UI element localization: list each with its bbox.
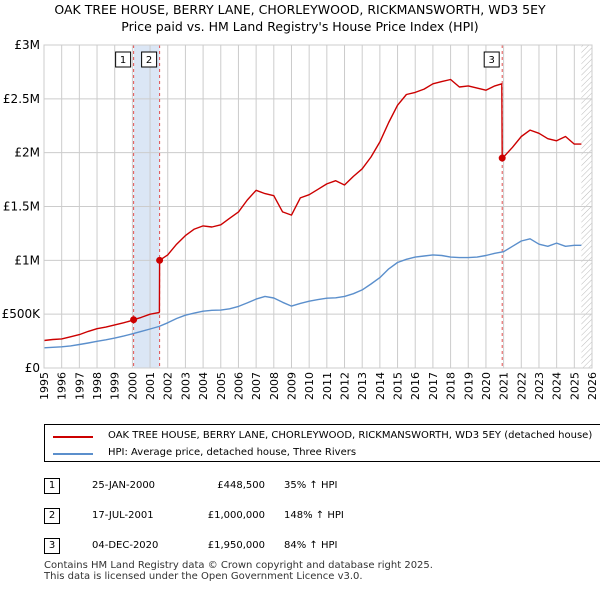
y-tick-label: £2M [14,146,40,160]
x-tick-label: 1995 [38,372,51,400]
x-tick-label: 2013 [356,372,369,400]
transaction-row: 1 25-JAN-2000 £448,500 35% ↑ HPI [0,478,600,498]
transaction-date: 17-JUL-2001 [92,510,154,521]
y-tick-label: £1M [14,253,40,267]
sale-point [130,316,138,324]
price-chart: 1 2 3 £0 £500K £1M £1.5M £2M £2.5M £3M 1995 1996 199… [2,38,599,400]
x-tick-label: 2007 [250,372,263,400]
x-tick-label: 2002 [162,372,175,400]
x-tick-label: 2004 [197,372,210,400]
legend-swatch-property [53,436,93,438]
plot-border [43,44,593,369]
legend-label-hpi: HPI: Average price, detached house, Thre… [108,447,357,458]
sale-label-box [141,51,158,68]
x-tick-label: 2020 [480,372,493,400]
x-tick-label: 2016 [409,372,422,400]
sale-point [498,154,506,162]
x-tick-label: 2010 [303,372,316,400]
y-tick-label: £3M [14,38,40,52]
transaction-hpi: 84% ↑ HPI [284,540,338,551]
x-tick-label: 2015 [392,372,405,400]
transaction-number: 3 [44,538,60,554]
x-tick-label: 2001 [144,372,157,400]
transaction-number: 2 [44,508,60,524]
transaction-date: 25-JAN-2000 [92,480,156,491]
x-tick-label: 2005 [215,372,228,400]
transaction-number: 1 [44,478,60,494]
x-tick-label: 2021 [498,372,511,400]
transaction-price: £448,500 [217,480,265,491]
footer-copyright: Contains HM Land Registry data © Crown c… [44,560,433,571]
transaction-price: £1,000,000 [207,510,265,521]
transaction-hpi: 148% ↑ HPI [284,510,344,521]
transaction-hpi: 35% ↑ HPI [284,480,338,491]
sale-label: 3 [489,55,495,66]
x-tick-label: 2006 [232,372,245,400]
y-tick-label: £2.5M [3,92,40,106]
sale-label: 1 [120,55,126,66]
x-tick-label: 2009 [285,372,298,400]
x-tick-label: 2000 [126,372,139,400]
transaction-row: 3 04-DEC-2020 £1,950,000 84% ↑ HPI [0,538,600,558]
x-tick-label: 2018 [445,372,458,400]
x-tick-label: 2023 [533,372,546,400]
chart-subtitle: Price paid vs. HM Land Registry's House … [121,19,479,34]
sale-label-box [483,51,500,68]
x-tick-label: 2022 [515,372,528,400]
x-tick-label: 1997 [73,372,86,400]
transaction-date: 04-DEC-2020 [92,540,159,551]
footer-licence: This data is licensed under the Open Gov… [44,571,363,582]
sale-label: 2 [146,55,152,66]
x-tick-label: 2014 [374,372,387,400]
legend-label-property: OAK TREE HOUSE, BERRY LANE, CHORLEYWOOD,… [108,430,593,441]
legend-swatch-hpi [53,453,93,455]
chart-title: OAK TREE HOUSE, BERRY LANE, CHORLEYWOOD,… [54,2,546,17]
y-tick-label: £1.5M [3,200,40,214]
x-tick-label: 2008 [268,372,281,400]
hpi-line [43,238,582,349]
x-tick-label: 2025 [568,372,581,400]
x-tick-label: 2011 [321,372,334,400]
x-tick-label: 2017 [427,372,440,400]
legend: OAK TREE HOUSE, BERRY LANE, CHORLEYWOOD,… [44,424,600,462]
sale-label-box [115,51,132,68]
x-tick-label: 1996 [56,372,69,400]
y-tick-label: £0 [25,361,40,375]
transaction-row: 2 17-JUL-2001 £1,000,000 148% ↑ HPI [0,508,600,528]
sale-point [156,256,164,264]
x-tick-label: 2019 [462,372,475,400]
x-tick-label: 1998 [91,372,104,400]
transaction-price: £1,950,000 [207,540,265,551]
x-tick-label: 2026 [586,372,599,400]
x-tick-label: 2003 [179,372,192,400]
x-tick-label: 2012 [339,372,352,400]
x-tick-label: 1999 [109,372,122,400]
x-tick-label: 2024 [551,372,564,400]
y-tick-label: £500K [2,307,42,321]
